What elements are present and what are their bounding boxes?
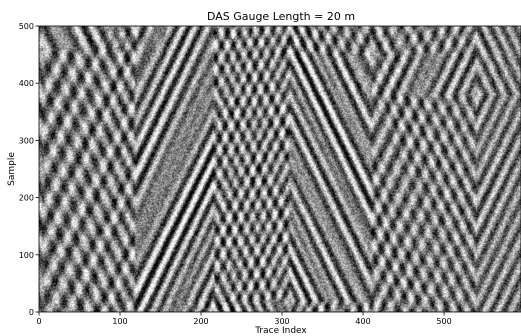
heatmap-image: [39, 26, 521, 312]
plot-frame: [38, 25, 521, 313]
x-axis-label: Trace Index: [254, 326, 307, 336]
y-tick-label: 500: [19, 22, 34, 31]
x-tick-label: 100: [112, 317, 127, 326]
x-tick-label: 400: [355, 317, 370, 326]
y-tick-label: 200: [19, 194, 34, 203]
y-tick-label: 300: [19, 136, 34, 145]
y-tick-label: 0: [29, 308, 34, 317]
x-tick-label: 0: [36, 317, 41, 326]
x-tick-label: 300: [274, 317, 289, 326]
y-tick-label: 100: [19, 251, 34, 260]
y-axis: 0 100 200 300 400 500: [19, 22, 39, 317]
y-axis-label: Sample: [7, 152, 17, 186]
x-tick-label: 200: [193, 317, 208, 326]
chart-title: DAS Gauge Length = 20 m: [207, 10, 355, 23]
x-tick-label: 500: [436, 317, 451, 326]
x-axis: 0 100 200 300 400 500: [36, 312, 452, 326]
y-tick-label: 400: [19, 79, 34, 88]
